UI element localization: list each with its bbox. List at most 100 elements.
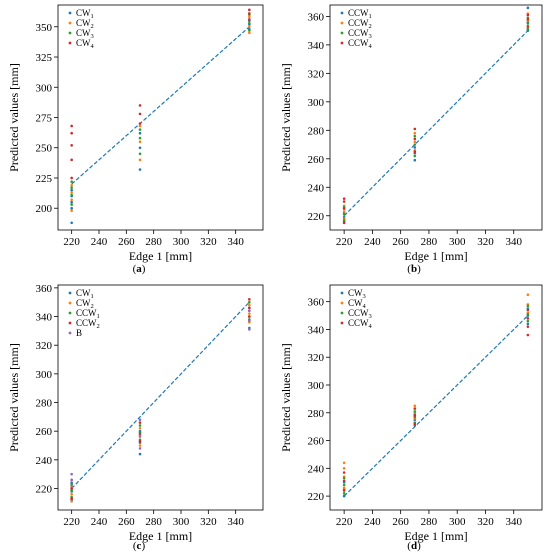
y-axis-label: Predicted values [mm] xyxy=(279,343,293,452)
x-tick-label: 320 xyxy=(200,516,217,528)
legend-entry: CW2 xyxy=(76,18,94,30)
data-point-ccw4 xyxy=(342,221,346,225)
data-point-cw1 xyxy=(138,146,142,150)
x-tick-label: 240 xyxy=(364,516,381,528)
data-point-ccw1 xyxy=(138,424,142,427)
data-point-ccw4 xyxy=(526,333,530,337)
data-point-cw2 xyxy=(248,312,251,315)
data-point-cw2 xyxy=(248,31,251,35)
data-point-cw2 xyxy=(138,124,142,128)
x-tick-label: 260 xyxy=(392,236,409,248)
x-tick-label: 260 xyxy=(118,516,135,528)
y-tick-label: 220 xyxy=(308,211,325,223)
panel-label: (c) xyxy=(133,540,146,552)
data-point-cw3 xyxy=(138,128,142,131)
x-tick-label: 300 xyxy=(173,516,190,528)
y-tick-label: 300 xyxy=(308,380,325,392)
reference-line xyxy=(71,26,250,185)
data-point-b xyxy=(70,472,73,476)
data-point-ccw4 xyxy=(526,317,530,320)
legend-entry: CW3 xyxy=(76,28,94,40)
y-tick-label: 240 xyxy=(308,463,325,475)
chart-panel-4: 220 240 260 280 300 320 340 220 240 260 280 300 320 3… xyxy=(279,284,543,552)
data-point-ccw4 xyxy=(342,197,346,200)
x-tick-label: 220 xyxy=(63,236,80,248)
data-point-cw1 xyxy=(70,200,73,204)
y-axis-label: Predicted values [mm] xyxy=(279,63,293,172)
y-axis-label: Predicted values [mm] xyxy=(7,343,21,452)
data-point-cw2 xyxy=(70,191,73,194)
y-tick-label: 250 xyxy=(36,143,53,155)
data-point-ccw3 xyxy=(526,312,530,316)
data-point-ccw2 xyxy=(138,439,142,443)
y-tick-label: 320 xyxy=(36,340,53,352)
x-tick-label: 260 xyxy=(392,516,409,528)
data-point-ccw4 xyxy=(526,325,530,328)
data-point-ccw2 xyxy=(248,298,251,301)
data-point-ccw3 xyxy=(342,483,346,487)
data-point-cw4 xyxy=(70,124,73,128)
y-tick-label: 280 xyxy=(308,408,325,420)
data-point-ccw3 xyxy=(342,218,346,222)
data-point-ccw4 xyxy=(413,137,417,141)
legend-entry: CCW2 xyxy=(76,318,100,330)
y-tick-label: 325 xyxy=(36,52,53,64)
y-tick-label: 300 xyxy=(36,82,53,94)
y-tick-label: 300 xyxy=(308,97,325,109)
data-point-ccw4 xyxy=(526,17,530,21)
plot-frame xyxy=(329,284,543,511)
data-point-cw2 xyxy=(70,198,73,202)
data-point-cw3 xyxy=(248,29,251,32)
data-point-ccw2 xyxy=(70,497,73,500)
data-point-cw2 xyxy=(248,15,251,19)
data-point-cw4 xyxy=(342,467,346,470)
y-tick-label: 280 xyxy=(36,398,53,410)
data-point-ccw4 xyxy=(342,489,346,492)
legend-entry: CW3 xyxy=(348,288,366,300)
data-point-ccw3 xyxy=(526,319,530,323)
data-point-ccw1 xyxy=(413,158,417,162)
data-point-cw3 xyxy=(70,193,73,197)
y-tick-label: 220 xyxy=(308,491,325,503)
data-point-ccw4 xyxy=(413,407,417,410)
x-tick-label: 260 xyxy=(118,236,135,248)
x-tick-label: 240 xyxy=(91,236,108,248)
reference-line xyxy=(343,315,529,497)
y-tick-label: 350 xyxy=(36,22,53,34)
x-tick-label: 300 xyxy=(449,236,466,248)
data-point-ccw3 xyxy=(413,410,417,413)
x-tick-label: 340 xyxy=(227,236,244,248)
data-point-ccw4 xyxy=(413,127,417,131)
data-point-ccw2 xyxy=(342,210,346,213)
y-tick-label: 260 xyxy=(36,426,53,438)
data-point-ccw3 xyxy=(526,22,530,25)
panel-label: (b) xyxy=(407,263,421,275)
data-point-cw4 xyxy=(70,131,73,135)
data-point-cw2 xyxy=(138,140,142,143)
data-point-cw3 xyxy=(70,203,73,206)
y-tick-label: 240 xyxy=(36,455,53,467)
y-tick-label: 275 xyxy=(36,113,53,125)
chart-panel-2: 220 240 260 280 300 320 340 220 240 260 280 300 320 3… xyxy=(279,4,543,275)
legend-marker xyxy=(340,311,344,315)
legend-marker xyxy=(340,321,344,325)
panel-label: (d) xyxy=(407,540,421,552)
data-point-b xyxy=(248,309,251,313)
data-point-b xyxy=(138,434,142,437)
legend-marker xyxy=(68,41,72,45)
y-axis-label: Predicted values [mm] xyxy=(7,63,21,172)
data-point-b xyxy=(138,447,142,450)
y-tick-label: 200 xyxy=(36,203,53,215)
data-point-ccw1 xyxy=(248,300,251,304)
y-tick-label: 320 xyxy=(308,352,325,364)
x-tick-label: 340 xyxy=(227,516,244,528)
legend-entry: CW2 xyxy=(76,298,94,310)
data-point-cw4 xyxy=(342,461,346,465)
x-axis-label: Edge 1 [mm] xyxy=(129,249,192,263)
data-point-ccw3 xyxy=(413,154,417,158)
legend-entry: CCW4 xyxy=(348,38,373,50)
y-tick-label: 340 xyxy=(36,312,53,324)
legend-marker xyxy=(340,301,344,305)
data-point-cw3 xyxy=(248,21,251,25)
